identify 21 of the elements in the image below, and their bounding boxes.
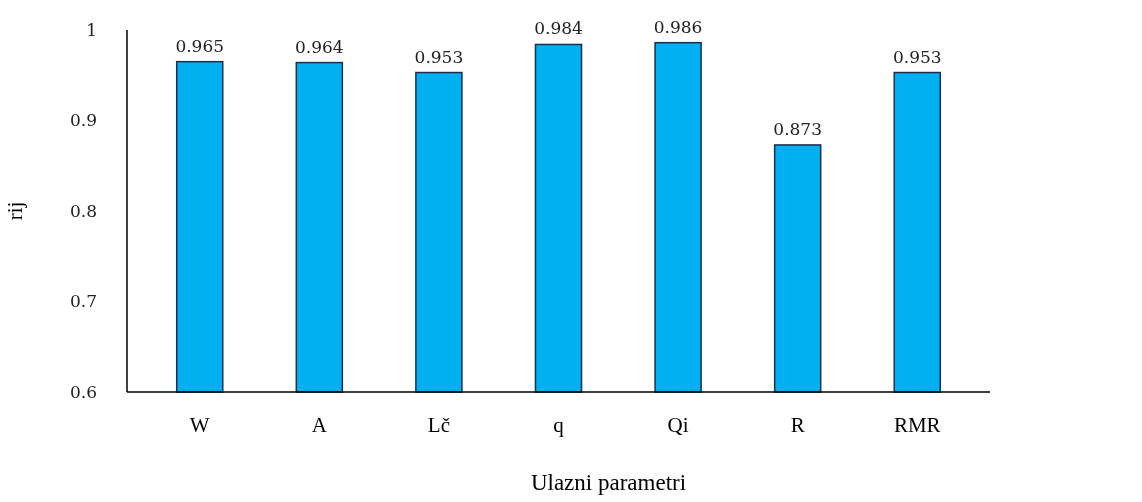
x-axis-title: Ulazni parametri [530, 470, 687, 495]
data-label: 0.873 [773, 118, 823, 139]
y-tick-label: 0.9 [69, 110, 97, 131]
x-tick-label: Lč [427, 413, 450, 437]
x-tick-label: W [189, 413, 210, 437]
data-label: 0.964 [294, 36, 344, 57]
y-tick-label: 0.8 [69, 200, 97, 221]
y-tick-label: 0.6 [69, 381, 97, 402]
x-tick-label: A [311, 413, 328, 437]
x-tick-label: q [553, 413, 565, 437]
x-tick-label: R [790, 413, 805, 437]
data-label: 0.965 [175, 35, 225, 56]
data-label: 0.986 [653, 16, 703, 37]
x-tick-label: Qi [667, 413, 689, 437]
y-tick-label: 0.7 [69, 291, 97, 312]
y-axis-title: rij [3, 201, 27, 221]
data-label: 0.953 [414, 46, 464, 67]
x-tick-label: RMR [893, 413, 941, 437]
data-label: 0.984 [534, 18, 583, 39]
data-label: 0.953 [892, 46, 942, 67]
y-tick-label: 1 [86, 19, 97, 40]
